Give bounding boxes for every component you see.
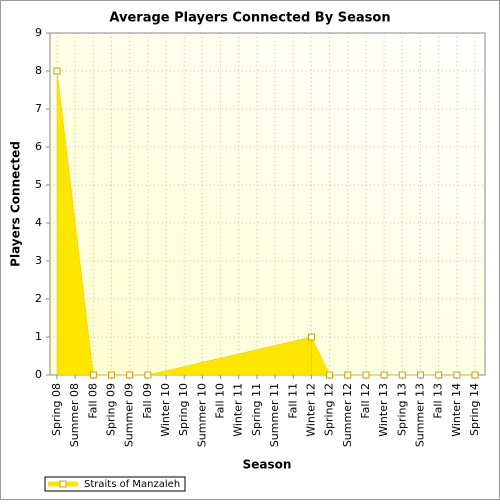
x-tick-label: Summer 11 [268, 383, 281, 447]
legend-marker [59, 480, 67, 488]
x-tick-label: Spring 09 [105, 383, 118, 436]
area-segment [56, 70, 94, 376]
x-tick-label: Spring 14 [468, 383, 481, 436]
y-tick-label: 0 [35, 368, 42, 381]
y-tick-label: 3 [35, 254, 42, 267]
marker [307, 333, 315, 341]
x-tick-label: Winter 13 [377, 383, 390, 437]
x-tick-label: Fall 12 [359, 383, 372, 419]
x-tick-label: Spring 11 [250, 383, 263, 436]
marker [362, 371, 370, 379]
marker [326, 371, 334, 379]
plot-area [49, 32, 486, 376]
x-tick-label: Fall 11 [286, 383, 299, 419]
x-tick-label: Winter 11 [232, 383, 245, 437]
area-segment [311, 336, 331, 376]
x-tick-label: Summer 10 [195, 383, 208, 447]
x-tick-label: Winter 14 [450, 383, 463, 437]
y-tick-label: 4 [35, 216, 42, 229]
x-tick-label: Fall 08 [86, 383, 99, 419]
marker [380, 371, 388, 379]
x-axis-label: Season [243, 458, 292, 472]
marker [453, 371, 461, 379]
x-tick-label: Fall 13 [432, 383, 445, 419]
y-tick-label: 8 [35, 64, 42, 77]
marker [108, 371, 116, 379]
x-tick-label: Winter 10 [159, 383, 172, 437]
x-tick-label: Spring 12 [323, 383, 336, 436]
marker [126, 371, 134, 379]
y-tick-label: 7 [35, 102, 42, 115]
marker [435, 371, 443, 379]
marker [144, 371, 152, 379]
x-tick-label: Summer 13 [413, 383, 426, 447]
x-tick-label: Spring 13 [395, 383, 408, 436]
y-tick-label: 9 [35, 26, 42, 39]
marker [398, 371, 406, 379]
marker [344, 371, 352, 379]
x-tick-label: Spring 08 [50, 383, 63, 436]
marker [89, 371, 97, 379]
marker [416, 371, 424, 379]
marker [471, 371, 479, 379]
x-tick-label: Fall 10 [214, 383, 227, 419]
x-tick-label: Spring 10 [177, 383, 190, 436]
x-tick-label: Summer 12 [341, 383, 354, 447]
x-tick-label: Summer 08 [68, 383, 81, 447]
y-tick-label: 5 [35, 178, 42, 191]
marker [53, 67, 61, 75]
y-tick-label: 1 [35, 330, 42, 343]
legend-label: Straits of Manzaleh [84, 479, 180, 490]
y-tick-label: 2 [35, 292, 42, 305]
chart-title: Average Players Connected By Season [109, 11, 390, 26]
y-axis-label: Players Connected [9, 141, 23, 267]
x-tick-label: Winter 12 [304, 383, 317, 437]
x-tick-label: Fall 09 [141, 383, 154, 419]
x-tick-label: Summer 09 [123, 383, 136, 447]
legend [44, 476, 186, 492]
y-tick-label: 6 [35, 140, 42, 153]
